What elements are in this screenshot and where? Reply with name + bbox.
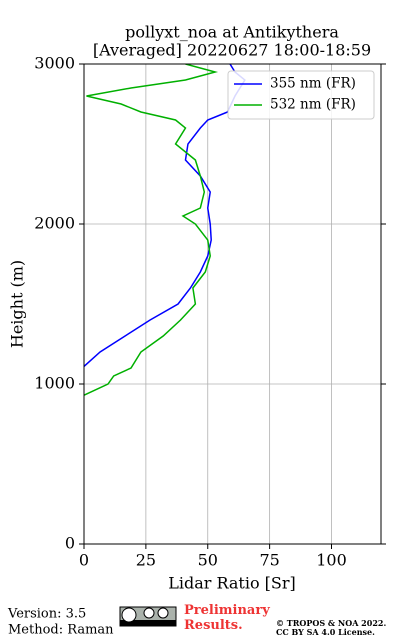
method: Method: Raman — [8, 623, 114, 638]
cc-icon — [119, 606, 177, 627]
legend-box — [227, 70, 375, 120]
profile-line — [84, 64, 246, 367]
preliminary-label: Preliminary Results. — [184, 603, 270, 633]
x-tick-label: 75 — [259, 551, 279, 570]
y-tick-label: 3000 — [34, 54, 75, 73]
preliminary-line: Results. — [184, 618, 243, 633]
y-tick-label: 1000 — [34, 374, 75, 393]
legend-label: 532 nm (FR) — [270, 97, 356, 113]
profile-line — [84, 64, 219, 396]
y-tick-label: 0 — [65, 534, 75, 553]
y-tick-label: 2000 — [34, 214, 75, 233]
chart-subtitle: [Averaged] 20220627 18:00-18:59 — [93, 41, 371, 60]
chart-title: pollyxt_noa at Antikythera — [125, 23, 339, 42]
version: Version: 3.5 — [7, 607, 86, 622]
x-axis-label: Lidar Ratio [Sr] — [168, 574, 296, 593]
license: CC BY SA 4.0 License. — [276, 627, 375, 637]
copyright: © TROPOS & NOA 2022. — [276, 618, 386, 628]
x-tick-label: 25 — [136, 551, 156, 570]
x-tick-label: 0 — [79, 551, 89, 570]
plot-frame — [83, 63, 382, 545]
x-tick-label: 100 — [316, 551, 347, 570]
x-tick-label: 50 — [198, 551, 218, 570]
legend-label: 355 nm (FR) — [270, 76, 356, 92]
preliminary-line: Preliminary — [184, 603, 270, 618]
y-axis-label: Height (m) — [8, 260, 27, 348]
